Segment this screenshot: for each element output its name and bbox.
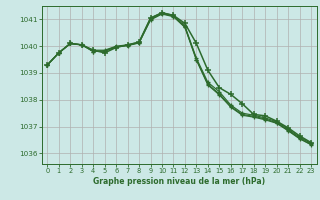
X-axis label: Graphe pression niveau de la mer (hPa): Graphe pression niveau de la mer (hPa) [93,177,265,186]
